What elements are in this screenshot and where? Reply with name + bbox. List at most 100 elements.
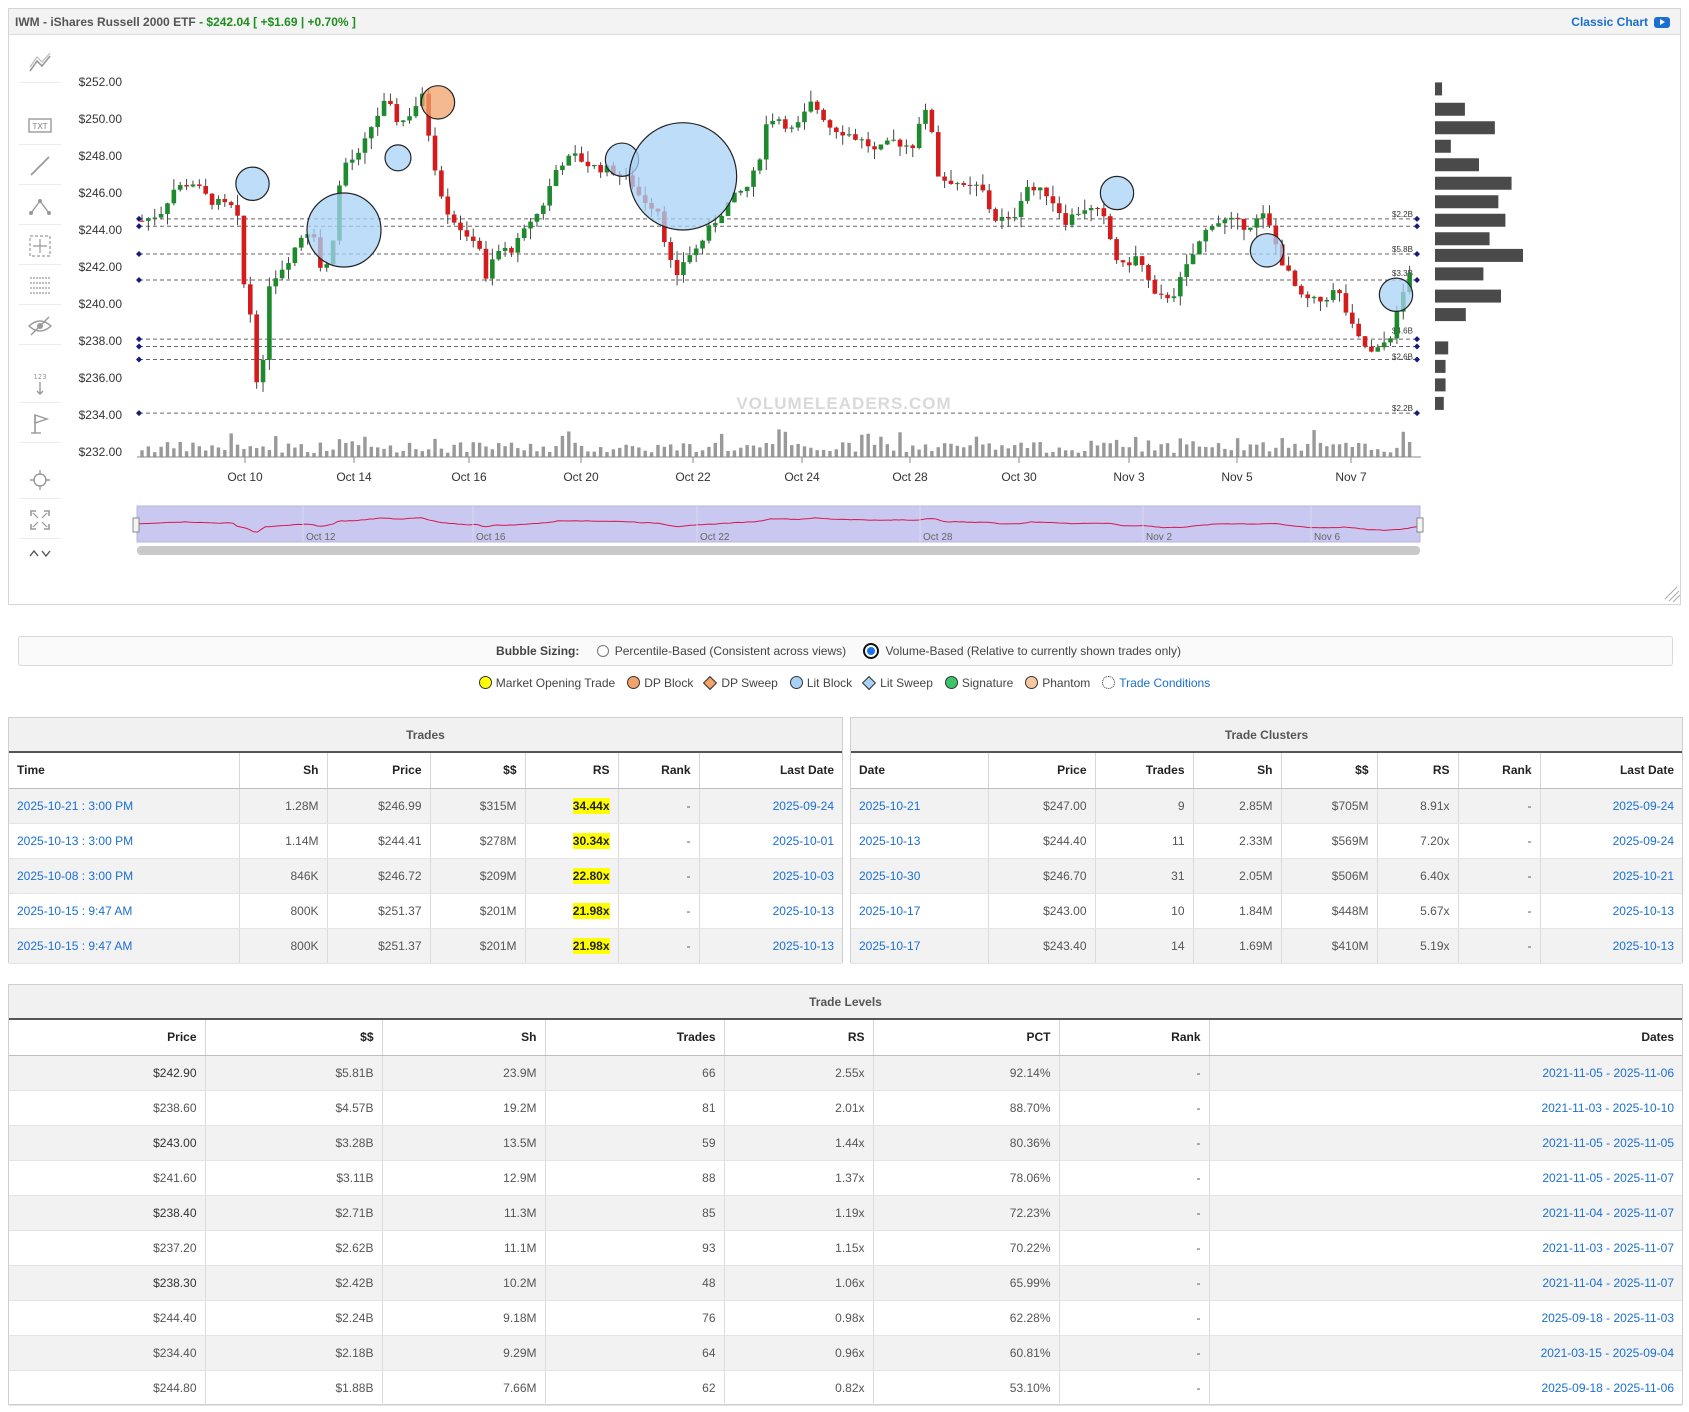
trades-header[interactable]: Last Date [699,753,842,789]
level-marker [136,336,142,343]
trades-cell[interactable]: 2025-10-13 [699,893,842,929]
levels-cell: - [1059,1055,1210,1091]
levels-cell[interactable]: 2021-11-03 - 2025-10-10 [1209,1090,1682,1126]
navigator-handle-left[interactable] [132,517,140,533]
clusters-header[interactable]: RS [1377,753,1459,789]
clusters-cell[interactable]: 2025-09-24 [1540,823,1682,859]
volume-option[interactable]: Volume-Based (Relative to currently show… [863,643,1181,659]
trades-header[interactable]: RS [525,753,619,789]
levels-cell[interactable]: 2021-11-05 - 2025-11-07 [1209,1160,1682,1196]
volume-bar [395,452,399,457]
clusters-header[interactable]: Date [851,753,989,789]
fibonacci-tool[interactable] [19,267,61,305]
hide-drawings-tool[interactable] [19,307,61,345]
clusters-cell[interactable]: 2025-09-24 [1540,788,1682,824]
clusters-header[interactable]: Sh [1193,753,1282,789]
trades-cell[interactable]: 2025-10-01 [699,823,842,859]
trades-header[interactable]: Time [9,753,240,789]
levels-cell: $238.60 [9,1090,206,1126]
candle-body [1120,260,1126,263]
levels-header[interactable]: $$ [205,1020,383,1056]
text-tool[interactable]: TXT [19,107,61,145]
levels-header[interactable]: Sh [382,1020,546,1056]
clusters-cell: $410M [1281,928,1378,964]
trades-header[interactable]: Sh [239,753,328,789]
levels-cell[interactable]: 2021-11-05 - 2025-11-06 [1209,1055,1682,1091]
clusters-header[interactable]: $$ [1281,753,1378,789]
levels-cell[interactable]: 2025-09-18 - 2025-11-06 [1209,1370,1682,1406]
level-marker [1414,343,1420,350]
levels-cell[interactable]: 2021-11-04 - 2025-11-07 [1209,1195,1682,1231]
scroll-toggle[interactable] [19,541,61,565]
clusters-cell[interactable]: 2025-10-30 [851,858,989,894]
volume-bar [777,429,781,457]
clusters-header[interactable]: Price [988,753,1096,789]
clusters-cell[interactable]: 2025-10-13 [1540,893,1682,929]
flag-tool[interactable] [19,405,61,443]
crosshair-box-icon [29,234,51,257]
levels-cell[interactable]: 2021-03-15 - 2025-09-04 [1209,1335,1682,1371]
trades-cell[interactable]: 2025-10-15 : 9:47 AM [9,928,240,964]
measure-tool[interactable] [19,187,61,225]
levels-cell[interactable]: 2021-11-04 - 2025-11-07 [1209,1265,1682,1301]
volume-bar [1235,438,1240,457]
clusters-cell[interactable]: 2025-10-13 [1540,928,1682,964]
clusters-cell[interactable]: 2025-10-17 [851,893,989,929]
trades-cell[interactable]: 2025-10-03 [699,858,842,894]
y-tick-label: $238.00 [79,334,123,348]
levels-cell[interactable]: 2021-11-03 - 2025-11-07 [1209,1230,1682,1266]
trades-header[interactable]: Price [327,753,431,789]
candle-body [598,164,603,173]
percentile-radio[interactable] [596,645,609,657]
line-tool[interactable] [19,147,61,185]
volume-radio[interactable] [863,643,880,659]
trades-cell[interactable]: 2025-10-21 : 3:00 PM [9,788,240,824]
clusters-cell[interactable]: 2025-10-21 [851,788,989,824]
levels-header[interactable]: RS [724,1020,874,1056]
classic-chart-link[interactable]: Classic Chart [1571,9,1670,35]
candle-body [260,359,266,383]
navigator-handle-right[interactable] [1416,517,1424,533]
watermark-label: VOLUMELEADERS.COM [736,394,951,413]
candle-body [197,184,202,187]
clusters-header[interactable]: Rank [1458,753,1541,789]
trade-type-legend: Market Opening Trade DP Block DP Sweep Lit … [0,674,1689,692]
levels-header[interactable]: Price [9,1020,206,1056]
clusters-cell[interactable]: 2025-10-17 [851,928,989,964]
volume-bar [1032,442,1036,457]
levels-header[interactable]: Rank [1059,1020,1210,1056]
volume-bar [923,444,928,457]
candle-body [273,278,279,287]
trades-header[interactable]: Rank [618,753,700,789]
levels-cell[interactable]: 2021-11-05 - 2025-11-05 [1209,1125,1682,1161]
levels-cell[interactable]: 2025-09-18 - 2025-11-03 [1209,1300,1682,1336]
volume-profile-bar [1435,308,1466,322]
trades-cell: 800K [239,928,328,964]
trades-cell[interactable]: 2025-10-15 : 9:47 AM [9,893,240,929]
clusters-header[interactable]: Last Date [1540,753,1682,789]
candle-body [681,262,686,276]
legend-item-trade-conditions[interactable]: Trade Conditions [1102,674,1210,692]
crosshair-tool[interactable] [19,227,61,265]
trades-cell[interactable]: 2025-10-13 [699,928,842,964]
levels-header[interactable]: PCT [873,1020,1060,1056]
fullscreen-tool[interactable] [19,501,61,539]
percentile-option[interactable]: Percentile-Based (Consistent across view… [596,644,846,658]
levels-header[interactable]: Trades [545,1020,725,1056]
numbered-levels-tool[interactable]: 123 [19,365,61,403]
legend-marker-icon [789,676,803,689]
clusters-header[interactable]: Trades [1095,753,1194,789]
trades-cell[interactable]: 2025-09-24 [699,788,842,824]
zoom-tool[interactable] [19,461,61,499]
clusters-cell[interactable]: 2025-10-13 [851,823,989,859]
trades-header[interactable]: $$ [430,753,526,789]
trades-cell[interactable]: 2025-10-13 : 3:00 PM [9,823,240,859]
clusters-cell[interactable]: 2025-10-21 [1540,858,1682,894]
trend-lines-tool[interactable] [19,45,61,83]
trades-cell[interactable]: 2025-10-08 : 3:00 PM [9,858,240,894]
navigator-scrollbar[interactable] [137,546,1420,555]
levels-header[interactable]: Dates [1209,1020,1682,1056]
price-chart[interactable]: $252.00 $250.00 $248.00 $246.00 $244.00 $242.… [9,9,1682,606]
candle-body [1350,312,1355,324]
volume-bar [490,449,495,457]
